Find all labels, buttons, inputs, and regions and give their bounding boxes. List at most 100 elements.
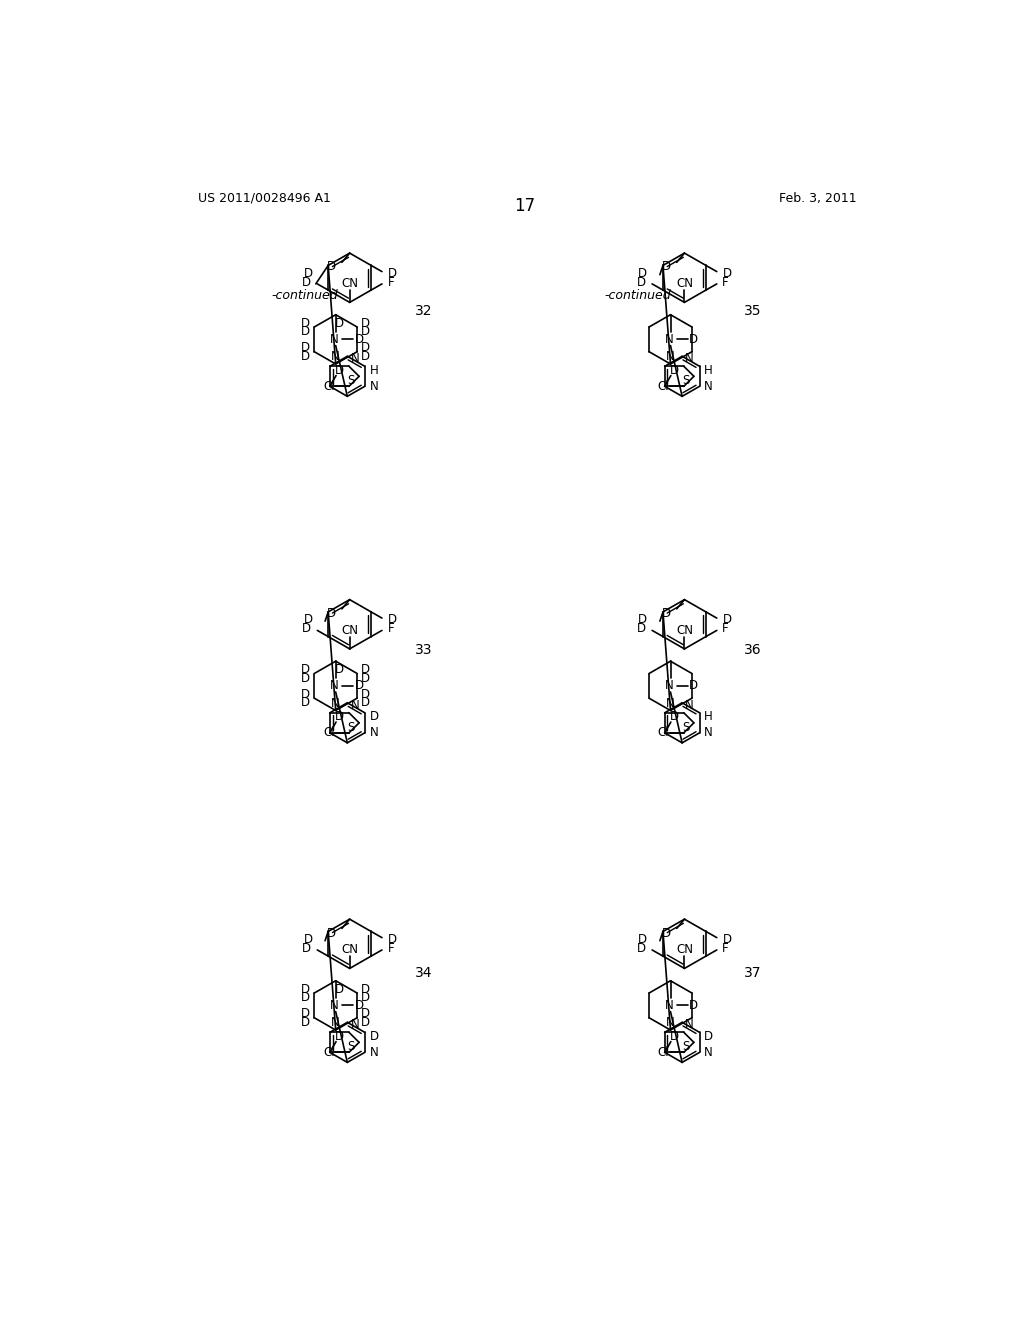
Text: S: S: [348, 721, 355, 734]
Text: N: N: [330, 333, 339, 346]
Text: D: D: [328, 927, 337, 940]
Text: H: H: [370, 363, 378, 376]
Text: 34: 34: [415, 966, 432, 979]
Text: D: D: [301, 1016, 310, 1028]
Text: N: N: [705, 380, 713, 393]
Text: D: D: [301, 663, 310, 676]
Text: S: S: [682, 1040, 690, 1053]
Text: D: D: [354, 333, 364, 346]
Text: D: D: [335, 317, 344, 330]
Text: D: D: [354, 680, 364, 693]
Text: N: N: [350, 698, 359, 711]
Text: N: N: [665, 333, 674, 346]
Text: N: N: [685, 352, 694, 366]
Text: D: D: [328, 260, 337, 273]
Text: D: D: [335, 1030, 344, 1043]
Text: 17: 17: [514, 197, 536, 215]
Text: D: D: [670, 363, 679, 376]
Text: D: D: [638, 612, 647, 626]
Text: D: D: [670, 710, 679, 723]
Text: D: D: [302, 622, 311, 635]
Text: H: H: [705, 710, 713, 723]
Text: D: D: [301, 350, 310, 363]
Text: N: N: [667, 1016, 675, 1030]
Text: CN: CN: [341, 944, 358, 957]
Text: N: N: [705, 1045, 713, 1059]
Text: D: D: [689, 333, 698, 346]
Text: D: D: [361, 350, 371, 363]
Text: D: D: [723, 267, 732, 280]
Text: D: D: [361, 1007, 371, 1020]
Text: D: D: [302, 942, 311, 954]
Text: D: D: [328, 607, 337, 620]
Text: N: N: [350, 1018, 359, 1031]
Text: Feb. 3, 2011: Feb. 3, 2011: [779, 191, 856, 205]
Text: D: D: [361, 672, 371, 685]
Text: D: D: [335, 710, 344, 723]
Text: D: D: [301, 991, 310, 1005]
Text: F: F: [387, 276, 394, 289]
Text: D: D: [361, 663, 371, 676]
Text: D: D: [335, 663, 344, 676]
Text: D: D: [663, 607, 672, 620]
Text: D: D: [303, 612, 312, 626]
Text: D: D: [638, 267, 647, 280]
Text: D: D: [303, 267, 312, 280]
Text: Cl: Cl: [657, 726, 670, 739]
Text: 33: 33: [415, 643, 432, 656]
Text: H: H: [705, 363, 713, 376]
Text: D: D: [388, 933, 397, 945]
Text: D: D: [361, 991, 371, 1005]
Text: D: D: [302, 276, 311, 289]
Text: 32: 32: [415, 304, 432, 318]
Text: 35: 35: [744, 304, 762, 318]
Text: 37: 37: [744, 966, 762, 979]
Text: S: S: [348, 1040, 355, 1053]
Text: D: D: [301, 688, 310, 701]
Text: D: D: [301, 1007, 310, 1020]
Text: D: D: [361, 325, 371, 338]
Text: D: D: [354, 999, 364, 1012]
Text: D: D: [361, 982, 371, 995]
Text: F: F: [387, 622, 394, 635]
Text: D: D: [637, 942, 646, 954]
Text: Cl: Cl: [323, 1045, 335, 1059]
Text: D: D: [361, 688, 371, 701]
Text: N: N: [667, 350, 675, 363]
Text: D: D: [689, 999, 698, 1012]
Text: CN: CN: [341, 624, 358, 638]
Text: D: D: [705, 1030, 714, 1043]
Text: US 2011/0028496 A1: US 2011/0028496 A1: [198, 191, 331, 205]
Text: N: N: [370, 1045, 378, 1059]
Text: N: N: [370, 726, 378, 739]
Text: N: N: [370, 380, 378, 393]
Text: N: N: [685, 698, 694, 711]
Text: D: D: [689, 680, 698, 693]
Text: D: D: [335, 982, 344, 995]
Text: CN: CN: [341, 277, 358, 290]
Text: N: N: [667, 697, 675, 710]
Text: D: D: [301, 342, 310, 354]
Text: S: S: [348, 375, 355, 388]
Text: D: D: [388, 267, 397, 280]
Text: D: D: [723, 612, 732, 626]
Text: 36: 36: [744, 643, 762, 656]
Text: D: D: [637, 276, 646, 289]
Text: N: N: [705, 726, 713, 739]
Text: S: S: [682, 375, 690, 388]
Text: CN: CN: [676, 624, 693, 638]
Text: N: N: [332, 1016, 340, 1030]
Text: D: D: [370, 1030, 379, 1043]
Text: D: D: [303, 933, 312, 945]
Text: Cl: Cl: [323, 726, 335, 739]
Text: D: D: [301, 672, 310, 685]
Text: -continued: -continued: [271, 289, 338, 302]
Text: D: D: [388, 612, 397, 626]
Text: N: N: [332, 697, 340, 710]
Text: D: D: [301, 317, 310, 330]
Text: Cl: Cl: [657, 1045, 670, 1059]
Text: F: F: [722, 622, 729, 635]
Text: S: S: [682, 721, 690, 734]
Text: CN: CN: [676, 944, 693, 957]
Text: D: D: [361, 342, 371, 354]
